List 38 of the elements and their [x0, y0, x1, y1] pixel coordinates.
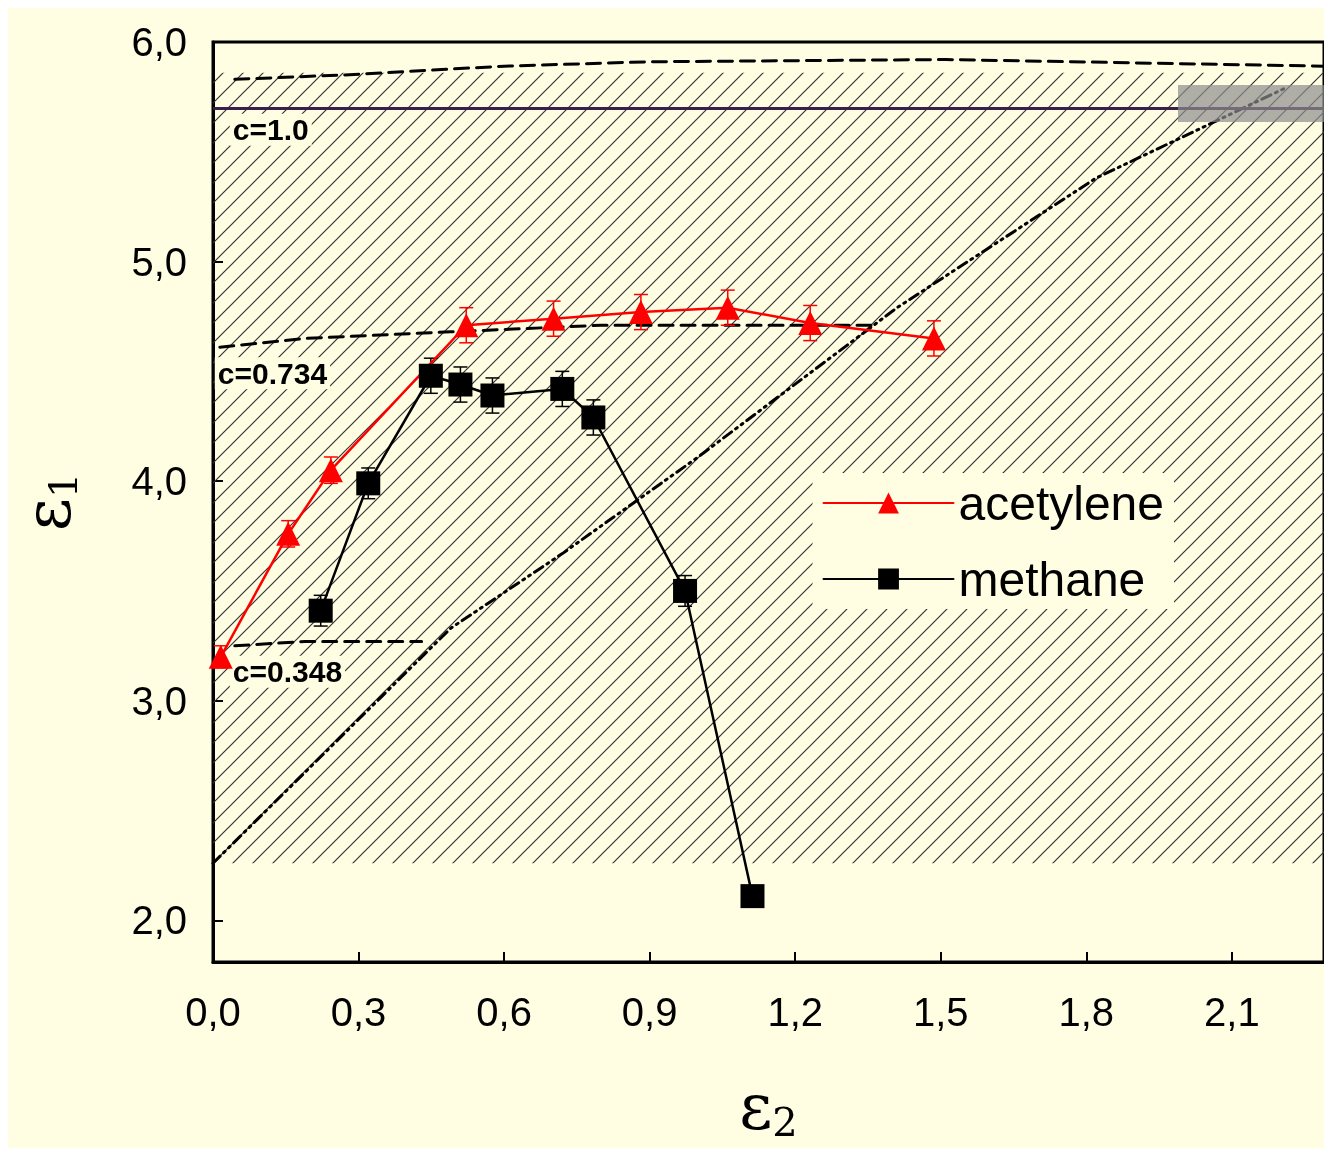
point [418, 363, 443, 388]
point [628, 300, 653, 325]
y-tick-label: 4,0 [131, 459, 187, 504]
point [581, 405, 606, 430]
y-tick-label: 5,0 [131, 239, 187, 284]
point [541, 306, 566, 331]
y-axis-title: ε1 [11, 472, 86, 532]
x-tick-label: 0,6 [476, 990, 532, 1034]
point [550, 376, 575, 401]
series-label: c=0.348 [232, 655, 343, 689]
x-tick-label: 1,8 [1058, 990, 1115, 1034]
point [276, 521, 301, 546]
point [798, 311, 823, 336]
x-tick-label: 2,1 [1204, 990, 1260, 1034]
x-tick-label: 0,3 [330, 990, 387, 1034]
legend-label: methane [958, 552, 1146, 606]
point [673, 578, 698, 603]
point [356, 471, 381, 496]
legend-label: acetylene [958, 476, 1165, 530]
series-label: c=0.734 [217, 356, 328, 390]
point [480, 383, 505, 408]
point [921, 326, 946, 351]
point [448, 372, 473, 397]
x-tick-label: 1,5 [912, 990, 969, 1034]
y-tick-label: 3,0 [131, 678, 187, 723]
x-tick-label: 1,2 [767, 990, 823, 1034]
point [308, 598, 333, 623]
series-label: c=1.0 [232, 113, 309, 147]
point [715, 295, 740, 320]
x-tick-label: 0,9 [621, 990, 678, 1034]
point [454, 313, 479, 338]
x-tick-label: 0,0 [185, 990, 241, 1034]
point [318, 458, 343, 483]
y-tick-label: 6,0 [131, 20, 187, 64]
point [740, 884, 765, 909]
y-tick-label: 2,0 [131, 898, 187, 943]
x-axis-title: ε2 [739, 1070, 798, 1145]
point [208, 644, 233, 669]
